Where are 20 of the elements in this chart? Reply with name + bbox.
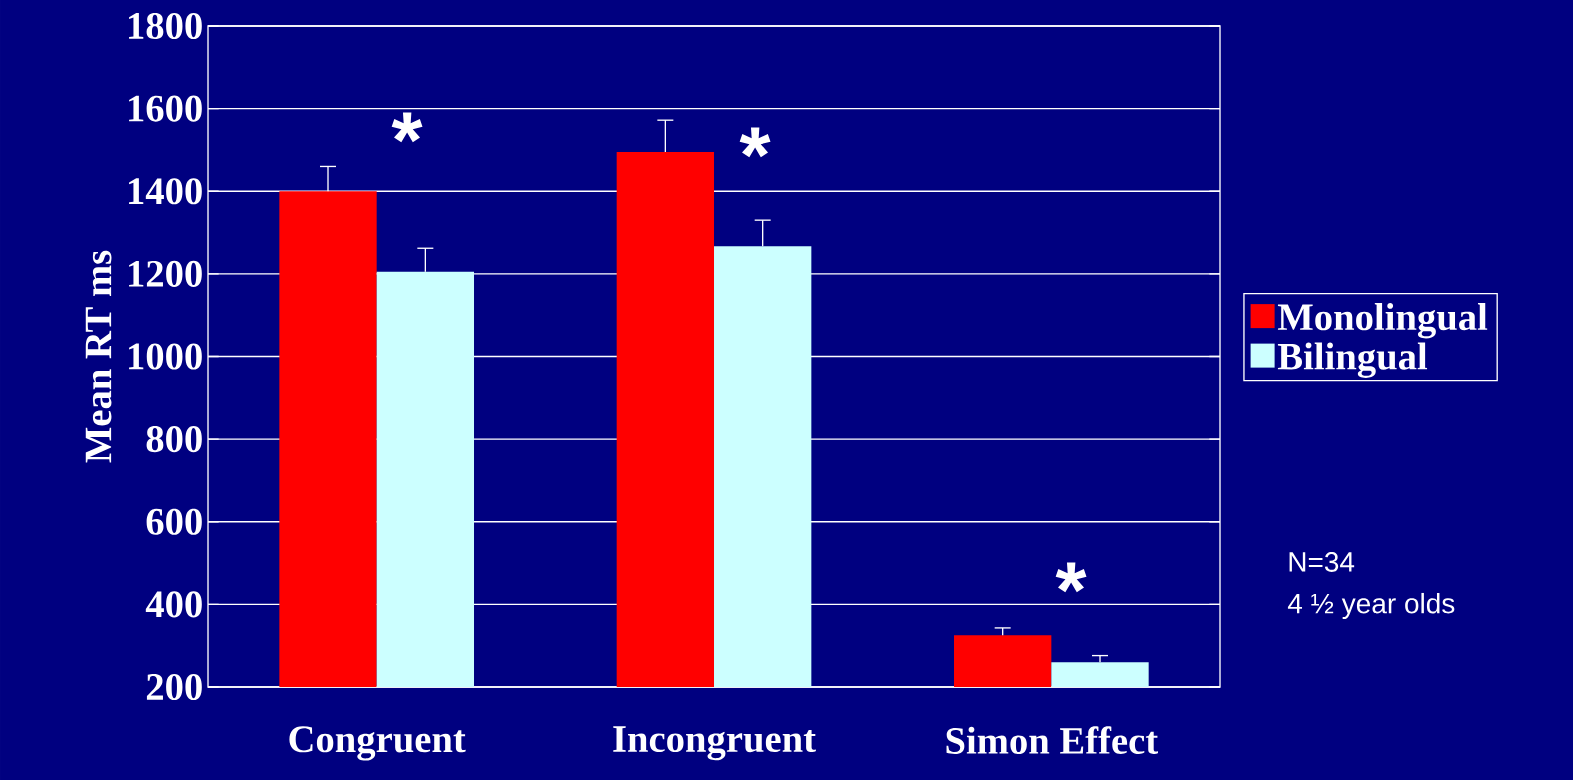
x-tick-label: Congruent (289, 726, 466, 761)
y-tick-label: 1200 (129, 260, 202, 287)
x-tick-label: Simon Effect (946, 726, 1158, 754)
legend-label: Monolingual (1277, 303, 1488, 339)
annotation: * (391, 112, 423, 143)
text: 4 ½ year olds (1287, 592, 1455, 620)
legend-label: Bilingual (1277, 342, 1428, 378)
y-tick-label: 1400 (129, 178, 202, 205)
y-tick-label: 200 (146, 673, 202, 701)
y-tick-label: 600 (146, 508, 202, 535)
annotation: * (739, 127, 771, 158)
y-tick-label: 1000 (129, 343, 202, 370)
y-tick-label: 400 (145, 591, 202, 618)
y-tick-label: 1800 (129, 12, 202, 40)
text: N=34 (1289, 552, 1355, 572)
y-tick-label: 800 (146, 426, 202, 453)
annotation: * (1055, 562, 1087, 593)
x-tick-label: Incongruent (613, 726, 816, 761)
y-tick-label: 1600 (129, 95, 202, 122)
y-axis-title: Mean RT ms (85, 250, 112, 463)
